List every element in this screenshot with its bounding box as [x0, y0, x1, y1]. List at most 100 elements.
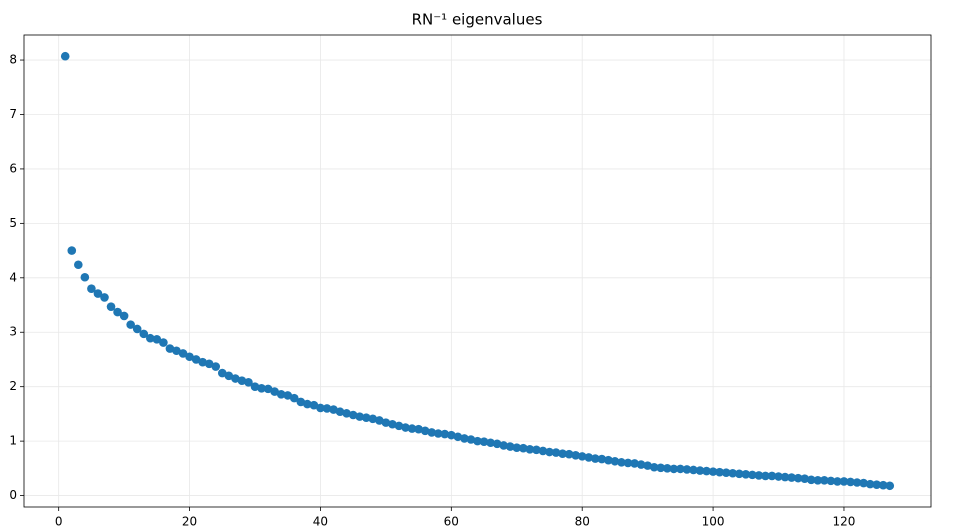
point: [172, 346, 181, 356]
point: [381, 418, 391, 427]
point: [204, 359, 214, 369]
point: [100, 293, 109, 302]
point: [427, 428, 436, 437]
point: [538, 446, 548, 456]
point: [761, 471, 770, 481]
x-tick-label: 40: [313, 515, 328, 529]
point: [872, 480, 881, 489]
point: [492, 439, 502, 449]
point: [303, 399, 312, 409]
point: [721, 468, 731, 478]
x-tick-label: 60: [444, 515, 459, 529]
point: [74, 260, 83, 270]
point: [800, 474, 810, 483]
chart-title: RN⁻¹ eigenvalues: [412, 11, 543, 29]
point: [453, 432, 463, 442]
point: [211, 362, 221, 371]
point: [676, 464, 685, 474]
point: [486, 438, 495, 448]
point: [67, 246, 77, 255]
point: [708, 467, 718, 476]
point: [237, 376, 247, 385]
point: [322, 404, 332, 413]
point: [532, 445, 541, 455]
point: [499, 441, 508, 450]
point: [270, 387, 279, 396]
point: [689, 465, 698, 475]
point: [597, 454, 607, 464]
x-tick-label: 100: [702, 515, 725, 529]
point: [440, 429, 450, 439]
plot-frame: [23, 34, 932, 508]
point: [715, 467, 724, 477]
point: [748, 470, 757, 480]
point: [276, 390, 286, 399]
point: [590, 454, 600, 463]
point: [859, 478, 868, 488]
point: [558, 449, 567, 458]
point: [447, 430, 456, 440]
point: [728, 468, 738, 478]
point: [584, 453, 594, 462]
point: [159, 338, 168, 347]
point: [826, 476, 836, 486]
y-tick-label: 3: [9, 325, 17, 339]
point: [479, 437, 489, 446]
point: [433, 429, 443, 438]
y-tick-label: 4: [9, 270, 17, 284]
point: [669, 464, 679, 474]
point: [388, 419, 397, 429]
point: [257, 384, 266, 393]
point: [754, 471, 764, 480]
point: [198, 357, 207, 367]
y-tick-label: 5: [9, 216, 17, 230]
point: [741, 470, 751, 479]
point: [617, 458, 626, 467]
point: [564, 449, 574, 459]
point: [630, 459, 639, 468]
point: [60, 51, 70, 61]
point: [132, 324, 142, 334]
point: [165, 344, 175, 353]
point: [695, 466, 705, 475]
point: [126, 320, 135, 329]
point: [878, 480, 888, 490]
x-tick-label: 120: [833, 515, 856, 529]
y-tick-label: 2: [9, 379, 17, 393]
point: [178, 349, 188, 358]
point: [113, 307, 122, 317]
point: [348, 410, 358, 420]
point: [682, 465, 692, 474]
point: [623, 458, 633, 468]
point: [571, 450, 580, 460]
point: [806, 475, 816, 485]
point: [767, 471, 777, 481]
point: [93, 289, 103, 298]
point: [394, 421, 404, 431]
point: [407, 424, 417, 433]
y-tick-label: 7: [9, 107, 17, 121]
point: [846, 477, 855, 487]
point: [329, 405, 338, 414]
point: [820, 476, 829, 485]
point: [460, 434, 469, 443]
y-tick-label: 6: [9, 161, 17, 175]
point: [283, 391, 293, 400]
point: [119, 311, 129, 321]
point: [106, 302, 116, 311]
point: [473, 436, 482, 446]
point: [250, 382, 260, 391]
y-tick-label: 1: [9, 434, 17, 448]
point: [217, 368, 227, 378]
point: [505, 442, 515, 451]
point: [466, 435, 476, 444]
point: [793, 473, 803, 483]
point: [662, 464, 672, 473]
point: [368, 414, 378, 424]
point: [774, 472, 783, 481]
point: [231, 374, 240, 383]
point: [244, 378, 253, 387]
point: [780, 472, 790, 482]
point: [375, 416, 384, 425]
point: [636, 460, 646, 469]
